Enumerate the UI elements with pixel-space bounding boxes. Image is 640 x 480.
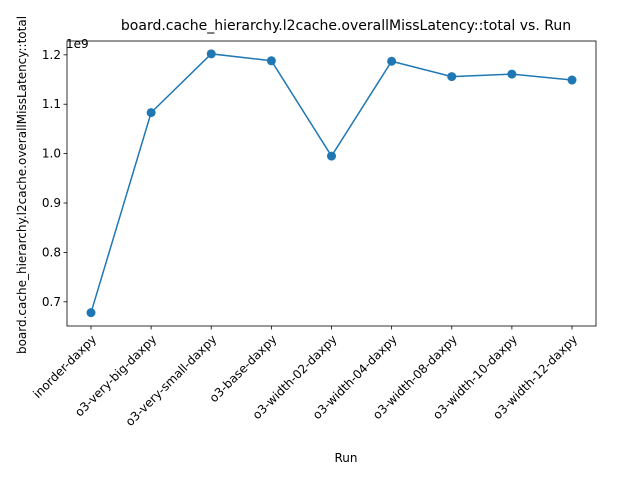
y-tick-label: 1.2 xyxy=(42,48,61,62)
y-tick-label: 0.8 xyxy=(42,245,61,259)
data-point xyxy=(266,56,276,66)
axes-frame xyxy=(66,40,597,327)
data-point xyxy=(146,108,156,118)
series-line xyxy=(90,53,573,313)
y-tick-label: 0.9 xyxy=(42,196,61,210)
data-point xyxy=(327,151,336,161)
data-point xyxy=(507,69,517,79)
y-offset-label: 1e9 xyxy=(66,37,89,51)
data-point xyxy=(447,72,457,82)
data-point xyxy=(567,75,577,85)
data-point xyxy=(387,56,397,66)
x-tick-label: inorder-daxpy xyxy=(30,332,99,401)
chart-title: board.cache_hierarchy.l2cache.overallMis… xyxy=(121,18,571,34)
y-tick-label: 0.7 xyxy=(42,295,61,309)
x-axis-label: Run xyxy=(334,451,357,465)
y-tick-label: 1.1 xyxy=(42,97,61,111)
data-point xyxy=(86,308,96,318)
y-tick-label: 1.0 xyxy=(42,147,61,161)
y-axis-label: board.cache_hierarchy.l2cache.overallMis… xyxy=(15,16,29,354)
plot-area: 0.70.80.91.01.11.2inorder-daxpyo3-very-b… xyxy=(30,40,597,429)
data-point xyxy=(206,49,216,59)
